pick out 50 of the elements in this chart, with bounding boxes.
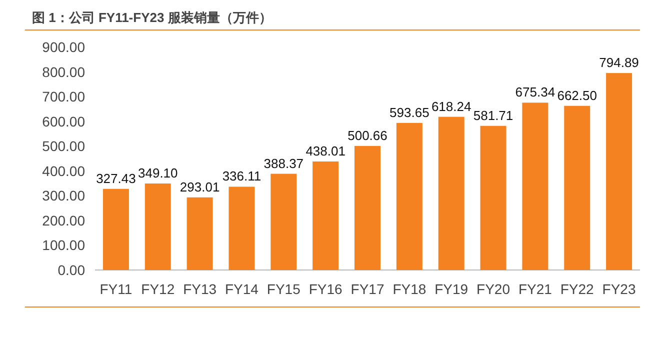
bar [270, 174, 297, 270]
bar [396, 122, 422, 270]
data-label: 336.11 [222, 168, 262, 184]
x-tick-label: FY11 [100, 281, 132, 297]
bar [480, 126, 506, 270]
x-tick-label: FY14 [224, 281, 259, 297]
y-tick-label: 100.00 [42, 237, 86, 254]
bar [438, 116, 464, 270]
y-tick-label: 800.00 [42, 64, 86, 80]
data-label: 662.50 [557, 88, 597, 103]
data-label: 388.37 [264, 156, 304, 171]
x-tick-label: FY12 [141, 281, 175, 297]
y-tick-label: 500.00 [42, 138, 86, 154]
bar [102, 188, 129, 270]
x-tick-label: FY18 [392, 281, 426, 297]
x-tick-label: FY22 [560, 281, 594, 297]
chart-title: 图 1：公司 FY11-FY23 服装销量（万件） [32, 10, 272, 25]
bar [522, 102, 548, 270]
bar [564, 106, 590, 270]
y-tick-label: 900.00 [42, 39, 86, 55]
bar [144, 184, 171, 270]
x-tick-label: FY23 [602, 281, 636, 297]
x-tick-label: FY17 [350, 281, 384, 297]
bar [312, 161, 339, 270]
y-tick-label: 0.00 [58, 262, 86, 278]
data-label: 293.01 [180, 179, 220, 194]
data-label: 675.34 [515, 84, 556, 100]
data-label: 327.43 [96, 170, 136, 186]
x-tick-label: FY19 [434, 281, 468, 297]
bar [354, 146, 380, 270]
y-tick-label: 300.00 [42, 188, 86, 204]
x-tick-label: FY13 [183, 281, 217, 297]
bar [606, 73, 632, 270]
y-tick-label: 200.00 [42, 212, 86, 228]
x-tick-label: FY16 [308, 281, 343, 297]
data-label: 581.71 [473, 108, 514, 123]
y-tick-label: 400.00 [42, 162, 86, 179]
y-tick-label: 600.00 [42, 113, 86, 130]
data-label: 349.10 [138, 166, 178, 180]
data-label: 500.66 [348, 128, 388, 143]
data-label: 438.01 [306, 143, 346, 158]
bar [228, 186, 255, 270]
data-label: 618.24 [431, 98, 472, 114]
bar [186, 197, 213, 270]
x-tick-label: FY21 [518, 281, 552, 297]
y-tick-label: 700.00 [42, 88, 86, 105]
data-label: 794.89 [599, 55, 639, 70]
data-label: 593.65 [390, 104, 430, 120]
x-tick-label: FY15 [266, 281, 301, 297]
x-tick-label: FY20 [476, 281, 510, 297]
